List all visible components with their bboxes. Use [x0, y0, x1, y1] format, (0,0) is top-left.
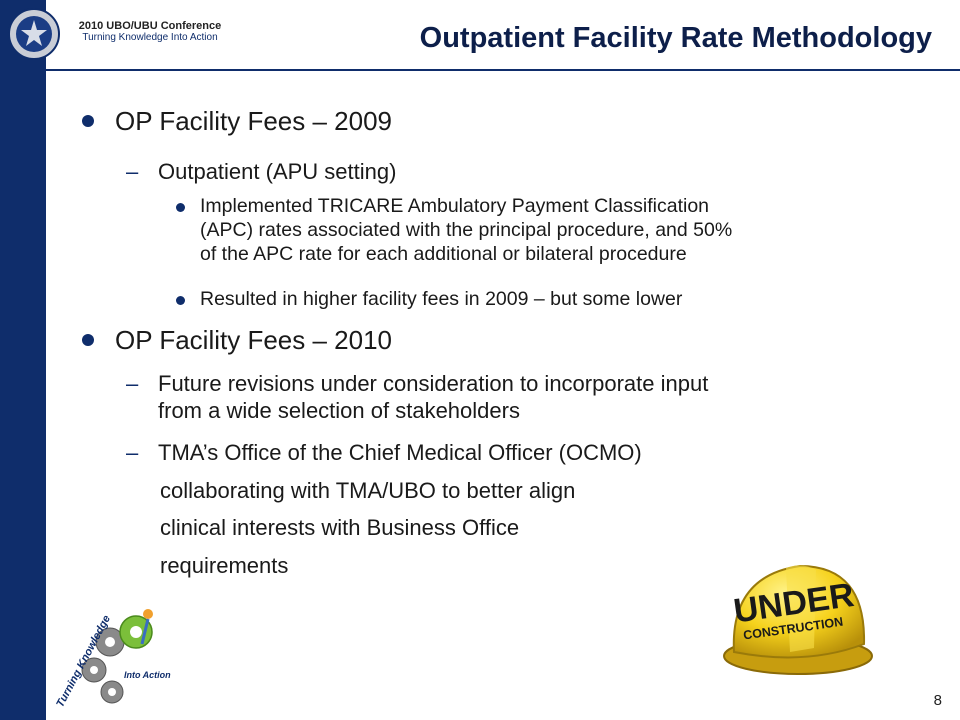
ocmo-cont-line-2: clinical interests with Business Office: [160, 515, 520, 540]
ocmo-cont-line-1: collaborating with TMA/UBO to better ali…: [160, 478, 576, 503]
conference-name: 2010 UBO/UBU Conference: [78, 20, 222, 32]
page-number: 8: [933, 692, 942, 709]
bullet-dot: [82, 334, 94, 346]
dash-marker: –: [126, 371, 139, 396]
turning-knowledge-logo: Turning Knowledge Into Action: [52, 604, 172, 714]
logo-text-into-action: Into Action: [124, 670, 171, 680]
dod-seal-icon: [8, 8, 60, 60]
sub-bullet-future-line-2: from a wide selection of stakeholders: [158, 398, 520, 423]
bullet-dot: [176, 296, 185, 305]
bullet-op-fees-2010: OP Facility Fees – 2010: [115, 325, 392, 355]
bullet-dot: [82, 115, 94, 127]
title-divider: [46, 69, 960, 71]
item-apc-line-1: Implemented TRICARE Ambulatory Payment C…: [200, 195, 710, 217]
bullet-op-fees-2009: OP Facility Fees – 2009: [115, 106, 392, 136]
sub-bullet-future-line-1: Future revisions under consideration to …: [158, 371, 709, 396]
item-apc-line-3: of the APC rate for each additional or b…: [200, 243, 687, 265]
item-apc-line-2: (APC) rates associated with the principa…: [200, 219, 733, 241]
item-higher-fees: Resulted in higher facility fees in 2009…: [200, 288, 683, 310]
dash-marker: –: [126, 159, 139, 184]
under-construction-hardhat-icon: UNDER CONSTRUCTION: [723, 564, 873, 675]
dash-marker: –: [126, 440, 139, 465]
sub-bullet-outpatient: Outpatient (APU setting): [158, 159, 397, 184]
conference-tagline: Turning Knowledge Into Action: [82, 32, 218, 43]
left-accent-bar: [0, 0, 46, 720]
sub-bullet-ocmo: TMA’s Office of the Chief Medical Office…: [158, 440, 642, 465]
ocmo-cont-line-3: requirements: [160, 553, 289, 578]
slide-title: Outpatient Facility Rate Methodology: [419, 22, 932, 54]
bullet-dot: [176, 203, 185, 212]
conference-header: 2010 UBO/UBU Conference Turning Knowledg…: [66, 20, 234, 43]
